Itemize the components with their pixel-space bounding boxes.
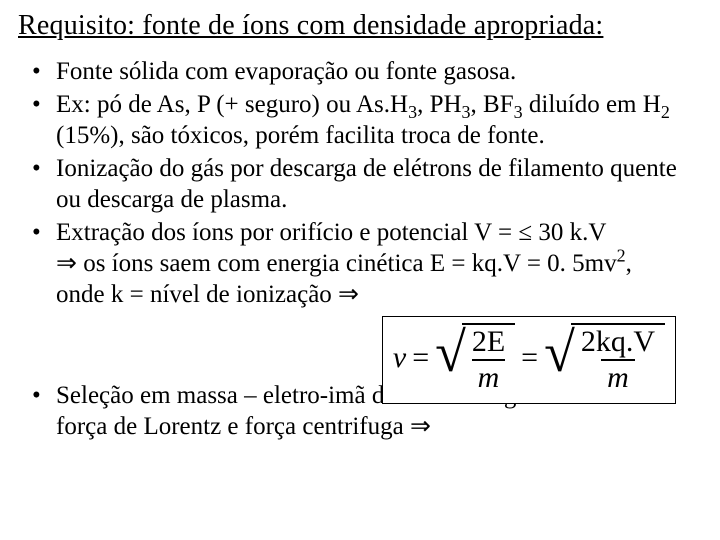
bullet-4-line2a: ⇒ os íons saem com energia cinética E = … — [56, 250, 617, 277]
bullet-2-sub1: 3 — [408, 102, 417, 122]
formula-eq1: = — [412, 341, 429, 375]
radical-icon: √ — [435, 325, 466, 395]
bullet-4-sup: 2 — [617, 246, 626, 266]
radical-icon: √ — [544, 325, 575, 395]
formula-sqrt2: √ 2kq.V m — [544, 323, 665, 393]
bullet-4-line2b: , — [626, 250, 632, 277]
bullet-2-sub3: 3 — [514, 102, 523, 122]
bullet-2-seg5: (15%), são tóxicos, porém facilita troca… — [56, 122, 545, 149]
bullet-2-sub2: 3 — [462, 102, 471, 122]
formula-den2: m — [601, 359, 635, 393]
bullet-4-line3: onde k = nível de ionização ⇒ — [56, 281, 359, 308]
bullet-3: Ionização do gás por descarga de elétron… — [32, 153, 702, 215]
slide-title: Requisito: fonte de íons com densidade a… — [18, 10, 702, 42]
formula-sqrt1: √ 2E m — [435, 323, 515, 393]
bullet-list: Fonte sólida com evaporação ou fonte gas… — [32, 56, 702, 310]
bullet-4: Extração dos íons por orifício e potenci… — [32, 217, 702, 310]
formula-eq2: = — [521, 341, 538, 375]
formula-den1: m — [472, 359, 506, 393]
formula-v: v — [393, 341, 406, 375]
bullet-2-seg3: , BF — [471, 91, 514, 118]
formula-num1: 2E — [468, 327, 509, 359]
bullet-2-seg4: diluído em H — [523, 91, 661, 118]
bullet-2-sub4: 2 — [661, 102, 670, 122]
formula-num2: 2kq.V — [577, 327, 659, 359]
bullet-3-text: Ionização do gás por descarga de elétron… — [56, 155, 677, 213]
bullet-4-line1: Extração dos íons por orifício e potenci… — [56, 219, 606, 246]
bullet-2-seg1: Ex: pó de As, P (+ seguro) ou As.H — [56, 91, 408, 118]
bullet-1-text: Fonte sólida com evaporação ou fonte gas… — [56, 58, 516, 85]
bullet-1: Fonte sólida com evaporação ou fonte gas… — [32, 56, 702, 87]
bullet-2: Ex: pó de As, P (+ seguro) ou As.H3, PH3… — [32, 89, 702, 151]
bullet-2-seg2: , PH — [417, 91, 461, 118]
velocity-formula: v = √ 2E m = √ 2kq.V m — [382, 316, 676, 404]
